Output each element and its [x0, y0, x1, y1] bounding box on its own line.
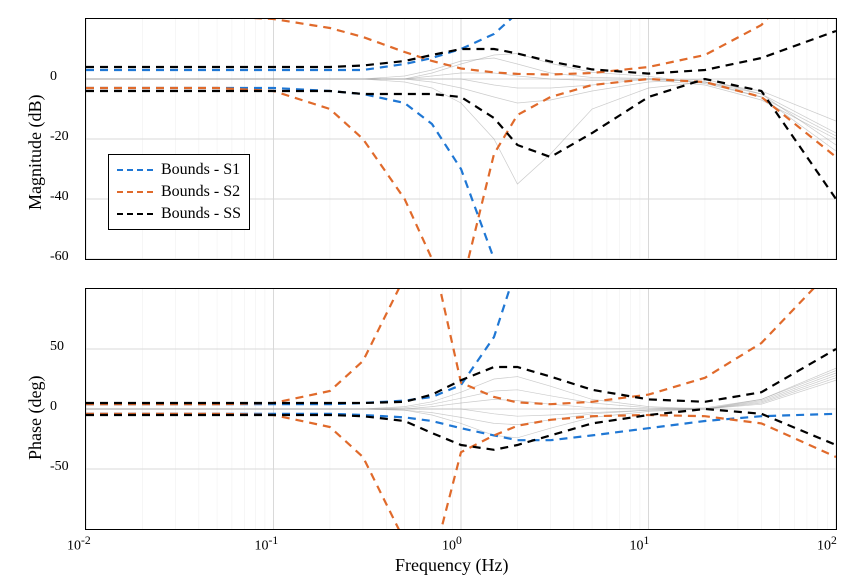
tick-label: -50	[50, 459, 69, 475]
tick-label: 101	[630, 534, 650, 555]
bottom-plot	[85, 288, 837, 530]
tick-label: 10-2	[67, 534, 91, 555]
legend-label-ss: Bounds - SS	[161, 203, 241, 225]
xaxis-label: Frequency (Hz)	[395, 555, 508, 576]
tick-label: 0	[50, 69, 57, 85]
tick-label: 0	[50, 399, 57, 415]
legend-label-s2: Bounds - S2	[161, 181, 240, 203]
legend-swatch-s1	[117, 169, 153, 171]
legend-swatch-s2	[117, 191, 153, 193]
tick-label: 10-1	[255, 534, 279, 555]
tick-label: 50	[50, 339, 64, 355]
tick-label: 102	[817, 534, 837, 555]
legend-item-s1: Bounds - S1	[117, 159, 241, 181]
tick-label: -60	[50, 249, 69, 265]
bottom-ylabel: Phase (deg)	[25, 376, 46, 460]
legend-item-s2: Bounds - S2	[117, 181, 241, 203]
legend-swatch-ss	[117, 213, 153, 215]
tick-label: -40	[50, 189, 69, 205]
legend: Bounds - S1 Bounds - S2 Bounds - SS	[108, 154, 250, 230]
legend-item-ss: Bounds - SS	[117, 203, 241, 225]
tick-label: 100	[442, 534, 462, 555]
figure: Magnitude (dB) Phase (deg) Frequency (Hz…	[0, 0, 851, 582]
tick-label: -20	[50, 129, 69, 145]
legend-label-s1: Bounds - S1	[161, 159, 240, 181]
top-ylabel: Magnitude (dB)	[25, 95, 46, 210]
bottom-svg	[86, 289, 836, 529]
